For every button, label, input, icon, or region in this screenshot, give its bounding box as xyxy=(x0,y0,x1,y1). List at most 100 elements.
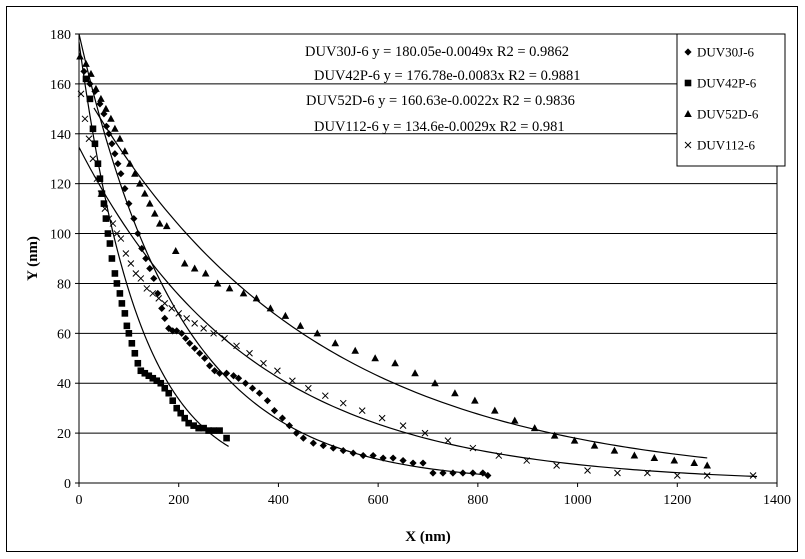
data-point xyxy=(141,189,149,197)
data-point xyxy=(86,95,94,103)
data-point xyxy=(409,459,417,467)
data-point xyxy=(137,367,145,375)
data-point xyxy=(510,416,519,424)
trendline xyxy=(93,107,708,459)
y-tick-label: 80 xyxy=(57,277,71,292)
x-tick-label: 1400 xyxy=(763,493,791,508)
data-point xyxy=(185,419,192,427)
data-point xyxy=(439,469,447,477)
data-point xyxy=(399,456,407,465)
data-point xyxy=(379,454,387,462)
data-point xyxy=(97,94,105,102)
data-point xyxy=(96,175,104,182)
data-point xyxy=(399,422,407,429)
y-tick-label: 20 xyxy=(57,427,71,442)
data-point xyxy=(180,259,189,267)
data-point xyxy=(523,457,531,464)
data-point xyxy=(96,100,104,108)
data-point xyxy=(100,110,108,118)
data-point xyxy=(150,209,159,217)
y-tick-label: 0 xyxy=(64,477,71,492)
data-point xyxy=(105,215,113,222)
data-point xyxy=(309,439,317,447)
data-point xyxy=(270,407,279,415)
data-point xyxy=(200,324,207,332)
data-point xyxy=(149,290,157,297)
y-axis-title: Y (nm) xyxy=(25,236,41,281)
data-point xyxy=(411,369,419,377)
data-point xyxy=(130,214,138,223)
data-point xyxy=(146,264,154,273)
data-point xyxy=(469,444,477,452)
data-point xyxy=(369,451,377,460)
data-point xyxy=(127,260,135,267)
data-point xyxy=(82,75,90,83)
data-point xyxy=(107,114,115,122)
data-point xyxy=(77,90,85,98)
data-point xyxy=(431,379,439,387)
data-point xyxy=(114,160,122,168)
data-point xyxy=(153,377,161,385)
data-point xyxy=(421,429,429,437)
data-point xyxy=(673,472,681,479)
data-point xyxy=(134,229,142,238)
data-point xyxy=(105,130,113,138)
data-point xyxy=(122,250,130,257)
trendline xyxy=(78,146,758,478)
data-point xyxy=(111,124,119,132)
legend-label: DUV52D-6 xyxy=(697,107,759,122)
data-point xyxy=(76,52,84,60)
grid-lines xyxy=(79,83,777,434)
data-point xyxy=(97,190,105,197)
data-point xyxy=(222,369,231,377)
data-point xyxy=(113,230,121,237)
data-point xyxy=(201,269,210,277)
data-point xyxy=(91,140,99,148)
x-tick-label: 1200 xyxy=(663,493,691,508)
data-point xyxy=(131,169,139,177)
data-point xyxy=(630,451,639,459)
legend-label: DUV30J-6 xyxy=(697,45,755,60)
data-point xyxy=(213,279,222,287)
data-point xyxy=(703,461,711,469)
data-point xyxy=(87,69,95,77)
data-point xyxy=(550,431,559,439)
data-point xyxy=(196,349,204,357)
data-point xyxy=(451,389,459,397)
plot-area-border xyxy=(78,33,778,484)
data-point xyxy=(358,407,366,415)
data-point xyxy=(200,424,207,432)
trendline-equation: DUV112-6 y = 134.6e-0.0029x R2 = 0.981 xyxy=(314,119,565,135)
data-point xyxy=(359,451,367,460)
data-point xyxy=(98,190,106,197)
data-point xyxy=(178,329,186,337)
data-point xyxy=(131,349,139,357)
data-point xyxy=(154,289,162,298)
data-point xyxy=(123,322,131,330)
data-point xyxy=(111,150,119,158)
legend-box xyxy=(676,33,786,167)
data-point xyxy=(650,454,659,462)
data-point xyxy=(351,346,360,354)
data-point xyxy=(183,315,191,322)
data-point xyxy=(289,377,296,385)
data-point xyxy=(670,456,679,464)
data-point xyxy=(225,284,234,292)
data-point xyxy=(104,230,112,237)
data-point xyxy=(134,359,142,367)
data-point xyxy=(101,205,109,212)
data-point xyxy=(210,329,217,337)
data-point xyxy=(530,424,539,432)
data-point xyxy=(94,160,102,168)
data-point xyxy=(173,327,181,335)
x-tick-label: 400 xyxy=(268,493,289,508)
data-point xyxy=(239,289,248,297)
data-point xyxy=(143,285,151,292)
data-point xyxy=(495,452,503,459)
data-point xyxy=(117,235,125,242)
data-point xyxy=(570,436,579,444)
data-point xyxy=(190,264,199,272)
data-point xyxy=(246,349,253,357)
data-point xyxy=(168,305,176,312)
data-point xyxy=(263,397,272,405)
